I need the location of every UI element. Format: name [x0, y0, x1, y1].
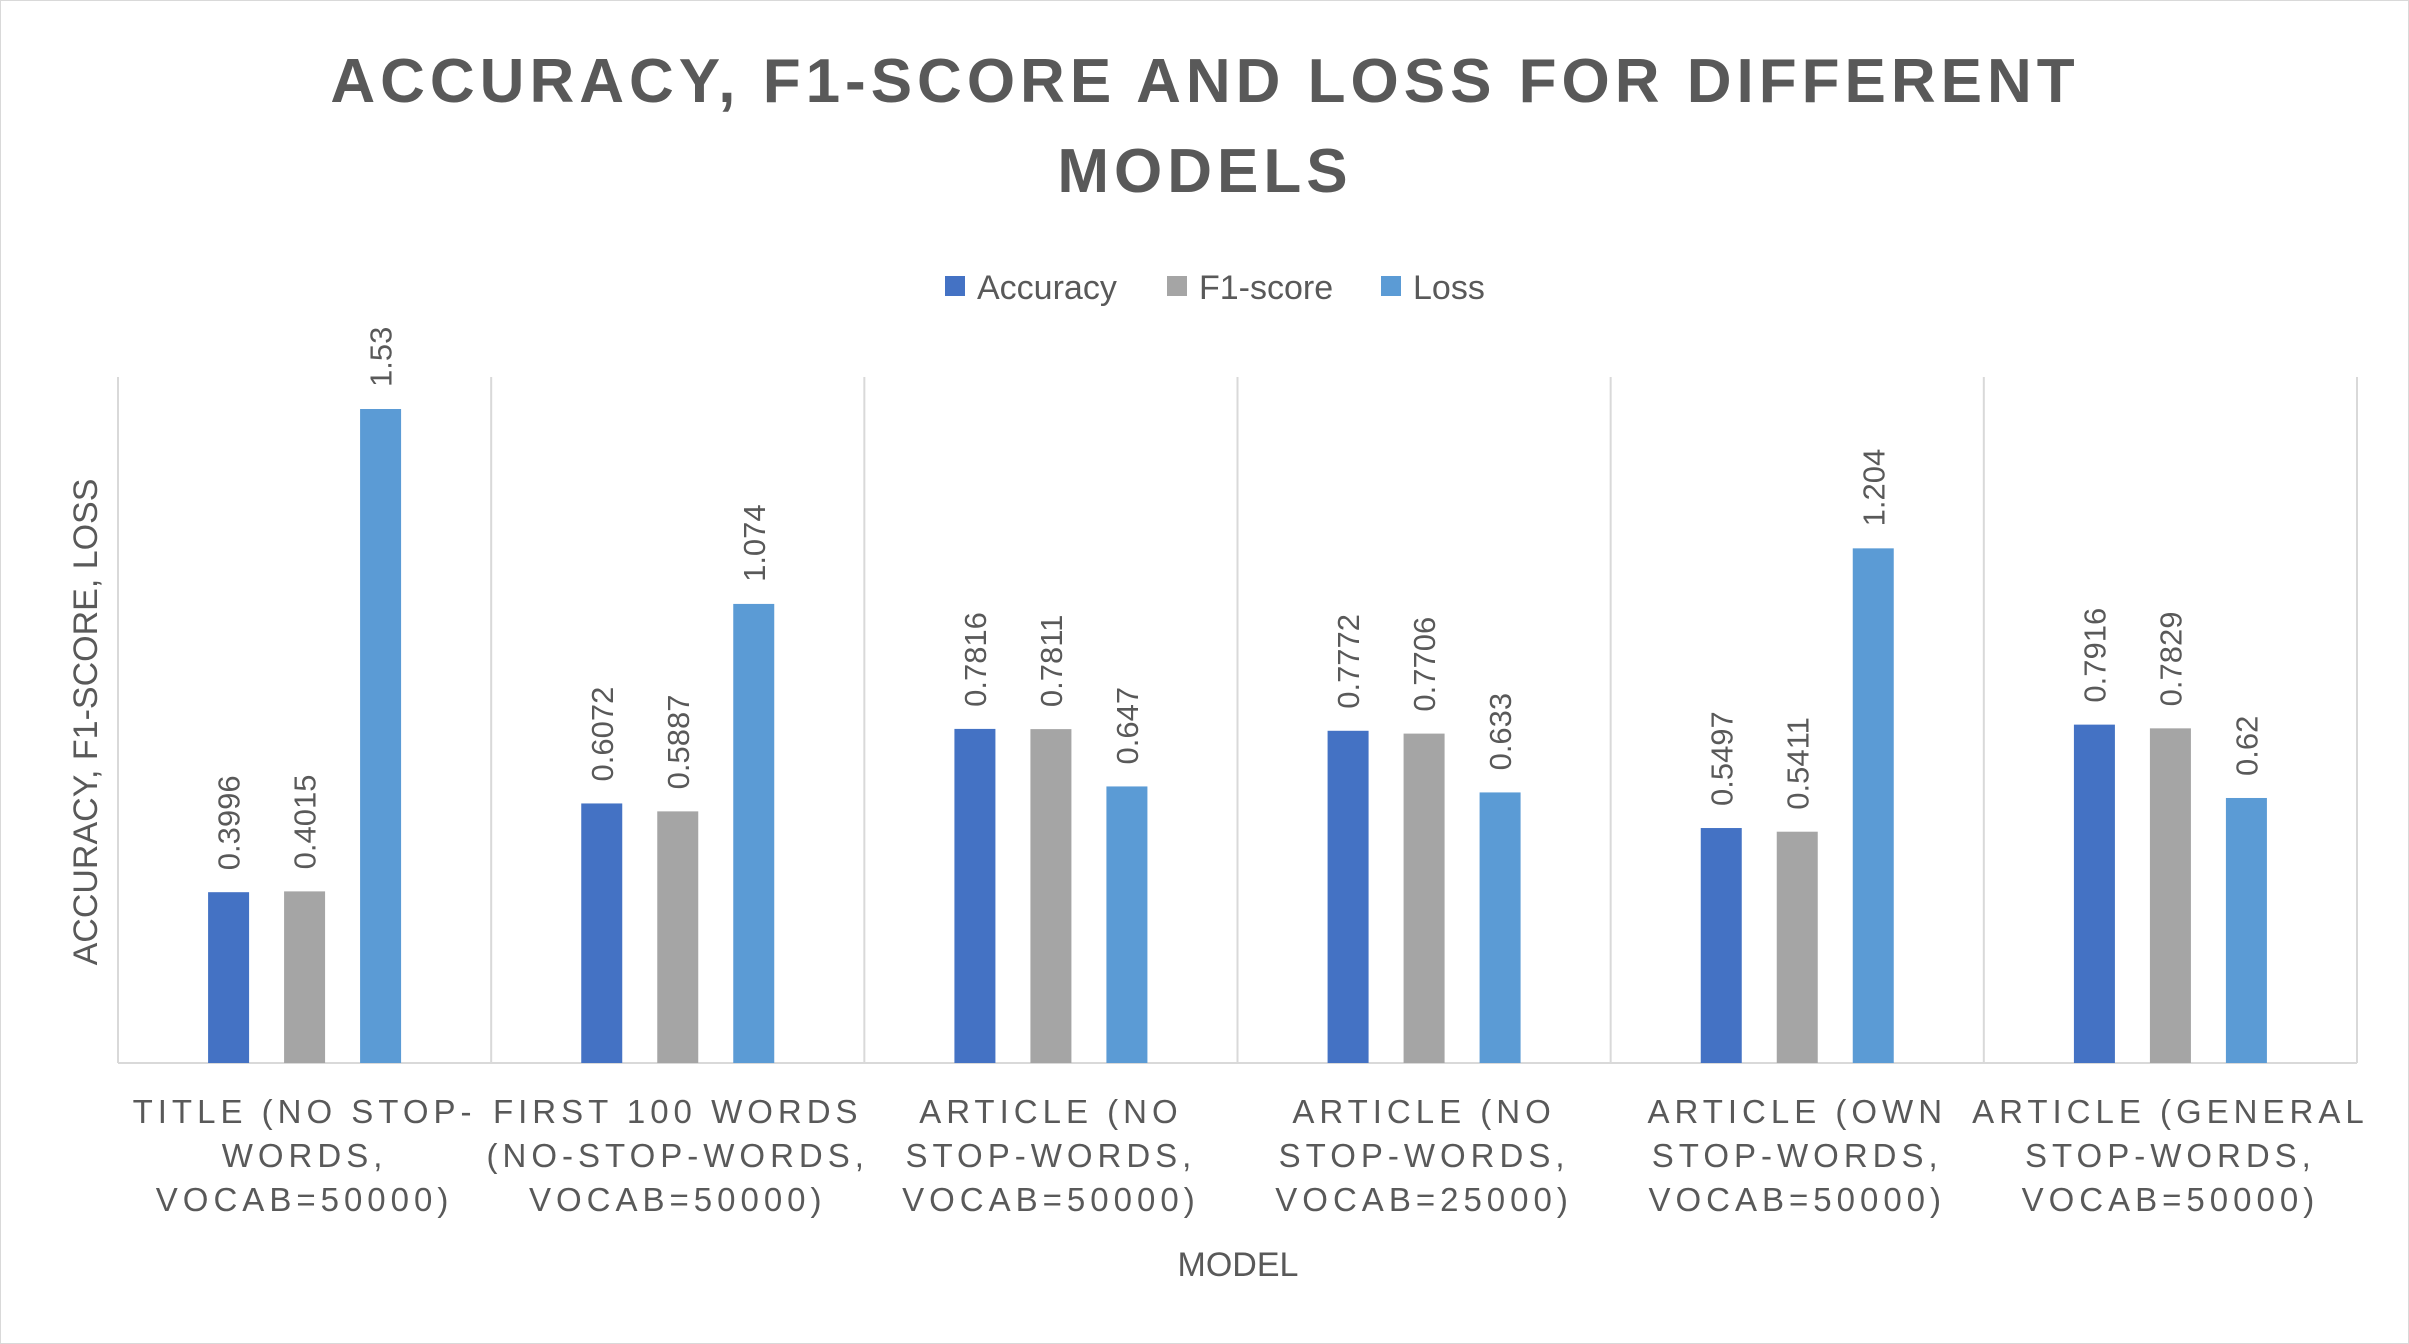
bars — [208, 409, 2267, 1063]
category-label-2-line-2: VOCAB=50000) — [902, 1181, 1200, 1218]
legend-label-accuracy: Accuracy — [977, 269, 1117, 307]
category-label-3-line-2: VOCAB=25000) — [1275, 1181, 1573, 1218]
legend-label-f1-score: F1-score — [1199, 269, 1333, 307]
data-label-accuracy-5: 0.7916 — [2077, 608, 2112, 703]
data-label-accuracy-0: 0.3996 — [212, 775, 247, 870]
data-label-accuracy-3: 0.7772 — [1331, 614, 1366, 709]
category-label-2-line-0: ARTICLE (NO — [919, 1093, 1182, 1130]
bar-accuracy-2 — [954, 728, 996, 1063]
legend-label-loss: Loss — [1413, 269, 1485, 307]
bar-loss-1 — [733, 603, 775, 1063]
category-label-5-line-2: VOCAB=50000) — [2022, 1181, 2320, 1218]
bar-accuracy-3 — [1327, 730, 1369, 1063]
chart-title: ACCURACY, F1-SCORE AND LOSS FOR DIFFEREN… — [330, 47, 2079, 206]
chart-title-line-2: MODELS — [1057, 137, 1352, 206]
category-label-5-line-1: STOP-WORDS, — [2025, 1137, 2316, 1174]
category-label-4-line-1: STOP-WORDS, — [1652, 1137, 1943, 1174]
category-label-4-line-2: VOCAB=50000) — [1648, 1181, 1946, 1218]
data-label-f1-score-2: 0.7811 — [1034, 615, 1069, 708]
data-label-f1-score-0: 0.4015 — [288, 775, 323, 870]
y-axis-title: ACCURACY, F1-SCORE, LOSS — [67, 479, 105, 966]
category-label-1-line-2: VOCAB=50000) — [529, 1181, 827, 1218]
bar-loss-5 — [2225, 797, 2267, 1063]
category-label-4-line-0: ARTICLE (OWN — [1647, 1093, 1947, 1130]
data-label-f1-score-1: 0.5887 — [661, 695, 696, 790]
data-label-f1-score-4: 0.5411 — [1780, 717, 1815, 810]
data-label-loss-4: 1.204 — [1856, 449, 1891, 527]
data-label-f1-score-5: 0.7829 — [2153, 612, 2188, 707]
category-gridlines — [117, 377, 2358, 1064]
category-label-0-line-1: WORDS, — [222, 1137, 388, 1174]
data-label-loss-5: 0.62 — [2229, 716, 2264, 776]
legend-swatch-f1-score — [1167, 276, 1187, 296]
bar-f1-score-0 — [284, 891, 326, 1063]
data-label-f1-score-3: 0.7706 — [1407, 617, 1442, 712]
data-label-loss-2: 0.647 — [1110, 687, 1145, 765]
data-label-loss-3: 0.633 — [1483, 693, 1518, 771]
category-label-3-line-0: ARTICLE (NO — [1292, 1093, 1555, 1130]
chart-title-line-1: ACCURACY, F1-SCORE AND LOSS FOR DIFFEREN… — [330, 47, 2079, 116]
category-label-3-line-1: STOP-WORDS, — [1279, 1137, 1570, 1174]
bar-loss-3 — [1479, 792, 1521, 1063]
legend-swatch-accuracy — [945, 276, 965, 296]
category-label-1-line-0: FIRST 100 WORDS — [493, 1093, 863, 1130]
data-label-accuracy-4: 0.5497 — [1704, 711, 1739, 806]
bar-loss-4 — [1852, 548, 1894, 1063]
bar-f1-score-1 — [657, 811, 699, 1063]
bar-f1-score-3 — [1403, 733, 1445, 1063]
bar-accuracy-5 — [2073, 724, 2115, 1063]
category-label-0-line-2: VOCAB=50000) — [156, 1181, 454, 1218]
data-label-loss-1: 1.074 — [737, 504, 772, 582]
legend-swatch-loss — [1381, 276, 1401, 296]
x-axis-title: MODEL — [1178, 1246, 1299, 1284]
data-labels: 0.3996 0.4015 1.53 0.6072 0.5887 1.074 0.7816 0… — [212, 327, 2265, 871]
category-label-5-line-0: ARTICLE (GENERAL — [1972, 1093, 2369, 1130]
category-label-0-line-0: TITLE (NO STOP- — [133, 1093, 477, 1130]
data-label-accuracy-1: 0.6072 — [585, 687, 620, 782]
category-label-1-line-1: (NO-STOP-WORDS, — [487, 1137, 869, 1174]
data-label-accuracy-2: 0.7816 — [958, 612, 993, 707]
bar-loss-0 — [360, 409, 402, 1063]
bar-accuracy-4 — [1700, 828, 1742, 1063]
bar-f1-score-5 — [2149, 728, 2191, 1063]
data-label-loss-0: 1.53 — [364, 327, 399, 387]
bar-accuracy-0 — [208, 892, 250, 1063]
legend: Accuracy F1-score Loss — [945, 269, 1485, 307]
bar-f1-score-4 — [1776, 831, 1818, 1063]
category-labels: TITLE (NO STOP- WORDS, VOCAB=50000) FIRST 1… — [133, 1093, 2369, 1218]
bar-loss-2 — [1106, 786, 1148, 1063]
bar-accuracy-1 — [581, 803, 623, 1063]
category-label-2-line-1: STOP-WORDS, — [905, 1137, 1196, 1174]
bar-f1-score-2 — [1030, 729, 1072, 1063]
